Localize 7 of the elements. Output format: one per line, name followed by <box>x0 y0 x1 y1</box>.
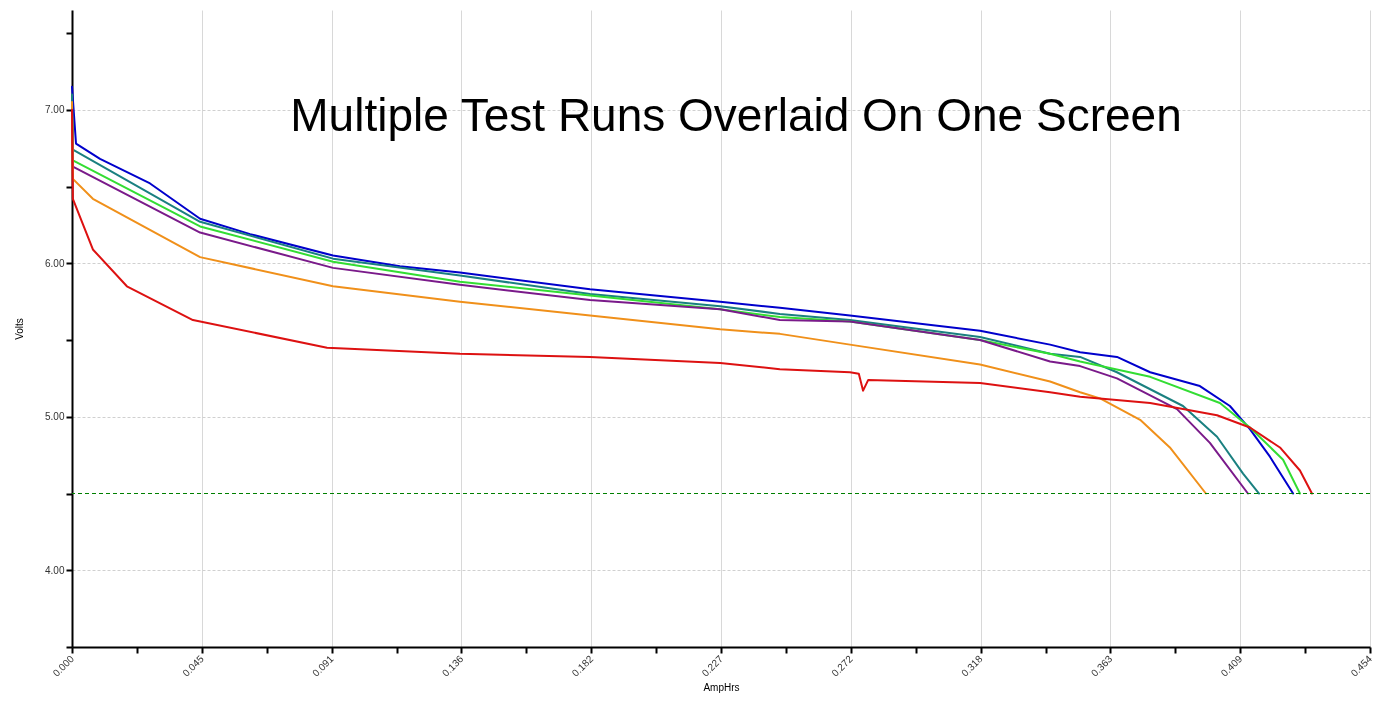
y-tick-label: 4.00 <box>45 564 65 576</box>
text: Multiple Test Runs Overlaid On One Screen <box>290 89 1182 141</box>
y-tick-label: 5.00 <box>45 411 65 423</box>
y-tick-label: 6.00 <box>45 257 65 269</box>
x-axis-title: AmpHrs <box>703 681 740 693</box>
y-axis-title: Volts <box>14 318 26 340</box>
y-tick-label: 7.00 <box>45 104 65 116</box>
